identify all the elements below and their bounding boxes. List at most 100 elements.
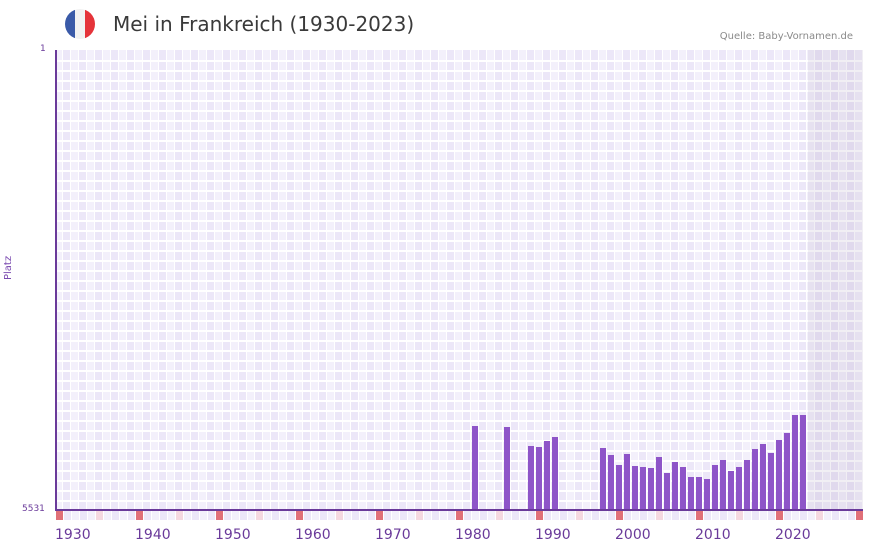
bar-1990[interactable] <box>536 447 542 510</box>
year-marker <box>112 511 119 520</box>
grid-row-line <box>55 350 863 352</box>
bar-2001[interactable] <box>624 454 630 510</box>
year-marker <box>624 511 631 520</box>
year-marker <box>280 511 287 520</box>
x-tick-2000: 2000 <box>615 527 651 543</box>
bar-1982[interactable] <box>472 426 478 510</box>
grid-row-line <box>55 340 863 342</box>
year-marker <box>696 511 703 520</box>
grid-row-line <box>55 380 863 382</box>
year-marker <box>368 511 375 520</box>
year-marker <box>592 511 599 520</box>
bar-1991[interactable] <box>544 441 550 510</box>
year-marker <box>96 511 103 520</box>
year-marker <box>384 511 391 520</box>
grid-background <box>55 50 863 510</box>
year-marker <box>64 511 71 520</box>
grid-row-line <box>55 80 863 82</box>
year-marker <box>232 511 239 520</box>
year-marker <box>256 511 263 520</box>
bar-2019[interactable] <box>768 453 774 510</box>
grid-row-line <box>55 450 863 452</box>
bar-2020[interactable] <box>776 440 782 510</box>
grid-row-line <box>55 480 863 482</box>
year-marker <box>824 511 831 520</box>
bar-2016[interactable] <box>744 460 750 510</box>
year-marker <box>240 511 247 520</box>
x-tick-1980: 1980 <box>455 527 491 543</box>
year-marker <box>376 511 383 520</box>
year-marker <box>584 511 591 520</box>
grid-row-line <box>55 70 863 72</box>
bar-2011[interactable] <box>704 479 710 510</box>
source-link[interactable]: Quelle: Baby-Vornamen.de <box>719 31 853 42</box>
year-marker <box>688 511 695 520</box>
year-marker <box>776 511 783 520</box>
x-tick-2010: 2010 <box>695 527 731 543</box>
year-marker <box>464 511 471 520</box>
x-tick-1990: 1990 <box>535 527 571 543</box>
grid-row-line <box>55 150 863 152</box>
bar-2023[interactable] <box>800 415 806 510</box>
year-marker <box>704 511 711 520</box>
year-marker <box>536 511 543 520</box>
bar-2002[interactable] <box>632 466 638 510</box>
year-marker <box>128 511 135 520</box>
x-tick-1930: 1930 <box>55 527 91 543</box>
grid-row-line <box>55 250 863 252</box>
bar-1986[interactable] <box>504 427 510 510</box>
year-marker <box>88 511 95 520</box>
flag-white-stripe <box>75 9 85 39</box>
year-marker <box>432 511 439 520</box>
bar-2005[interactable] <box>656 457 662 510</box>
grid-row-line <box>55 440 863 442</box>
year-marker <box>336 511 343 520</box>
year-marker <box>560 511 567 520</box>
grid-row-line <box>55 370 863 372</box>
year-marker <box>168 511 175 520</box>
bar-1989[interactable] <box>528 446 534 510</box>
bar-2004[interactable] <box>648 468 654 510</box>
grid-row-line <box>55 330 863 332</box>
year-marker <box>760 511 767 520</box>
y-tick-top: 1 <box>40 44 46 54</box>
y-axis-line <box>55 50 57 511</box>
year-marker <box>616 511 623 520</box>
x-tick-2020: 2020 <box>775 527 811 543</box>
bar-2018[interactable] <box>760 444 766 510</box>
year-marker <box>648 511 655 520</box>
year-marker <box>80 511 87 520</box>
year-marker <box>200 511 207 520</box>
bar-2008[interactable] <box>680 467 686 510</box>
bar-2006[interactable] <box>664 473 670 510</box>
year-marker <box>568 511 575 520</box>
year-marker <box>664 511 671 520</box>
bar-1999[interactable] <box>608 455 614 510</box>
bar-2000[interactable] <box>616 465 622 510</box>
grid-row-line <box>55 310 863 312</box>
bar-2013[interactable] <box>720 460 726 510</box>
bar-2021[interactable] <box>784 433 790 510</box>
year-marker <box>816 511 823 520</box>
bar-2014[interactable] <box>728 471 734 510</box>
year-marker <box>272 511 279 520</box>
bar-2022[interactable] <box>792 415 798 510</box>
bar-2009[interactable] <box>688 477 694 510</box>
year-marker <box>440 511 447 520</box>
bar-2010[interactable] <box>696 477 702 510</box>
grid-row-line <box>55 280 863 282</box>
bar-1998[interactable] <box>600 448 606 510</box>
year-marker <box>184 511 191 520</box>
year-marker <box>304 511 311 520</box>
bar-2012[interactable] <box>712 465 718 510</box>
grid-row-line <box>55 100 863 102</box>
bar-2017[interactable] <box>752 449 758 510</box>
bar-2003[interactable] <box>640 467 646 510</box>
year-marker <box>856 511 863 520</box>
bar-2015[interactable] <box>736 467 742 510</box>
bar-1992[interactable] <box>552 437 558 510</box>
grid-row-line <box>55 500 863 502</box>
year-marker <box>160 511 167 520</box>
bar-2007[interactable] <box>672 462 678 510</box>
future-shaded-region <box>808 50 863 510</box>
